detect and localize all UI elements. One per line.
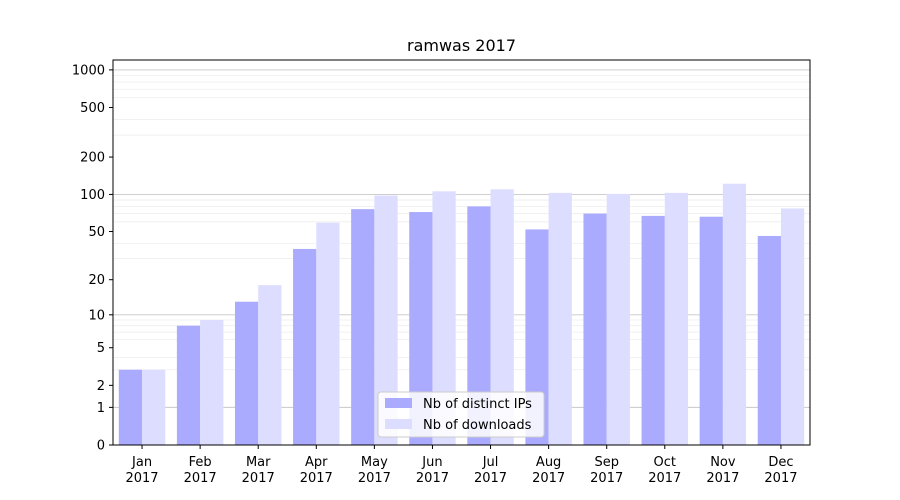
bar-downloads (374, 195, 398, 445)
bar-distinct-ips (699, 216, 723, 445)
bar-downloads (722, 183, 747, 446)
y-tick-label: 100 (80, 188, 105, 203)
x-tick-label: Dec 2017 (764, 455, 797, 486)
grid (113, 69, 810, 408)
y-axis: 0 1 2 5 10 20 50 100 200 500 1000 (72, 63, 113, 454)
legend: Nb of distinct IPs Nb of downloads (377, 391, 545, 438)
bar-distinct-ips (409, 212, 433, 445)
y-tick-label: 20 (88, 273, 105, 288)
y-tick-label: 0 (97, 439, 105, 454)
bar-downloads (606, 193, 630, 445)
bar-downloads (200, 319, 224, 445)
legend-swatch (385, 419, 412, 429)
bar-downloads (780, 208, 805, 445)
bar-downloads (490, 189, 514, 445)
bar-distinct-ips (757, 235, 781, 445)
bars (118, 183, 805, 446)
bar-distinct-ips (525, 229, 549, 445)
legend-box (377, 391, 545, 438)
bar-downloads (664, 192, 689, 445)
bar-distinct-ips (176, 325, 201, 445)
x-axis: Jan 2017 Feb 2017 Mar 2017 Apr 2017 May 2017 Jun 20… (125, 445, 798, 486)
x-tick-label: Sep 2017 (590, 455, 623, 486)
bar-distinct-ips (118, 369, 143, 445)
y-tick-label: 500 (80, 101, 105, 116)
y-tick-label: 1000 (72, 63, 105, 78)
bar-distinct-ips (467, 206, 491, 445)
y-tick-label: 2 (97, 379, 105, 394)
plot-frame (112, 59, 811, 446)
legend-swatch (385, 398, 412, 408)
legend-label: Nb of distinct IPs (423, 397, 532, 412)
x-tick-label: Mar 2017 (242, 455, 275, 486)
x-tick-label: Jan 2017 (125, 455, 158, 486)
x-tick-label: Nov 2017 (706, 455, 739, 486)
y-tick-label: 200 (80, 151, 105, 166)
bar-downloads (548, 192, 572, 445)
x-tick-label: Oct 2017 (648, 455, 681, 486)
x-tick-label: Apr 2017 (300, 455, 333, 486)
y-tick-label: 10 (88, 308, 105, 323)
x-tick-label: Jun 2017 (416, 455, 449, 486)
bar-distinct-ips (293, 248, 317, 445)
x-tick-label: May 2017 (358, 455, 391, 486)
bar-downloads (432, 191, 456, 445)
bar-distinct-ips (351, 209, 375, 445)
bar-distinct-ips (641, 215, 665, 445)
y-tick-label: 50 (88, 225, 105, 240)
bar-distinct-ips (583, 213, 607, 445)
chart-title: ramwas 2017 (407, 36, 516, 55)
bar-downloads (316, 222, 340, 445)
bar-downloads (258, 285, 282, 445)
x-tick-label: Feb 2017 (184, 455, 217, 486)
x-tick-label: Jul 2017 (474, 455, 507, 486)
x-tick-label: Aug 2017 (532, 455, 565, 486)
y-tick-label: 5 (97, 341, 105, 356)
legend-label: Nb of downloads (423, 418, 532, 433)
bar-distinct-ips (234, 301, 259, 445)
y-tick-label: 1 (97, 401, 105, 416)
bar-downloads (142, 369, 166, 445)
